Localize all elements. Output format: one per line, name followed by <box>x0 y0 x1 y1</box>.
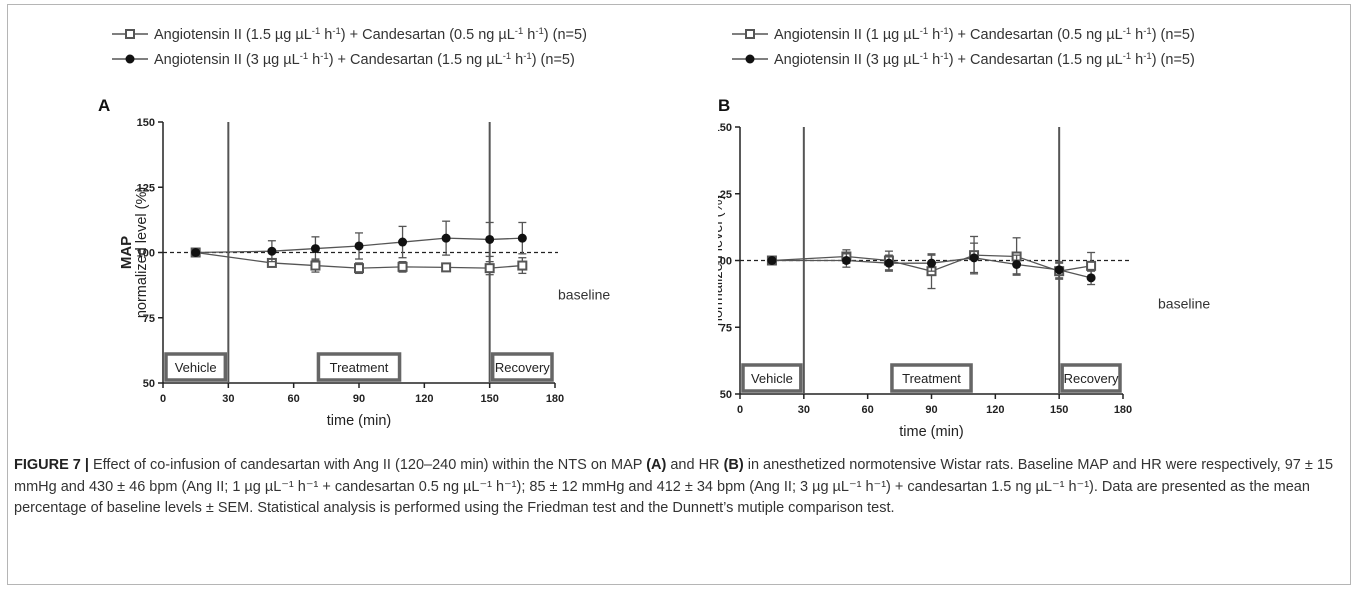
y-tick-label: 100 <box>137 248 155 260</box>
data-point-circle <box>841 256 851 265</box>
x-tick-label: 180 <box>546 393 564 405</box>
data-point-circle <box>1012 260 1022 270</box>
phase-box-recovery <box>1060 363 1122 393</box>
data-point-square <box>484 263 495 274</box>
data-point-circle <box>884 258 894 268</box>
data-point-circle <box>310 244 320 254</box>
phase-label-treatment: Treatment <box>330 360 389 375</box>
phase-box-vehicle <box>164 352 228 382</box>
caption-text-1: Effect of co-infusion of candesartan wit… <box>88 457 647 473</box>
figure-frame <box>7 4 1351 585</box>
caption-text-3: in anesthetized normotensive Wistar rats… <box>14 457 1334 516</box>
y-tick-label: 75 <box>720 322 732 334</box>
chart-b: Angiotensin II (1 µg µL-1 h-1) + Candesa… <box>693 26 1210 441</box>
data-point-circle <box>485 234 495 244</box>
legend-marker-square <box>125 29 135 39</box>
y-tick-label: 100 <box>718 256 732 268</box>
series-line-1 <box>195 251 523 269</box>
data-point-circle <box>267 246 277 256</box>
x-tick-label: 150 <box>480 393 498 405</box>
x-tick-label: 30 <box>222 393 234 405</box>
x-tick-label: 90 <box>925 404 937 416</box>
figure-caption: FIGURE 7 | Effect of co-infusion of cand… <box>14 455 1339 520</box>
x-tick-label: 150 <box>1050 404 1068 416</box>
legend-label-1: Angiotensin II (1 µg µL-1 h-1) + Candesa… <box>774 26 1195 44</box>
phase-box-treatment <box>890 363 973 393</box>
caption-title: FIGURE 7 | <box>14 457 89 473</box>
legend-marker-circle <box>125 54 135 64</box>
legend-marker-circle <box>745 54 755 64</box>
y-tick-label: 125 <box>137 182 155 194</box>
x-tick-label: 120 <box>986 404 1004 416</box>
x-axis-title: time (min) <box>327 413 391 429</box>
y-tick-label: 150 <box>137 117 155 129</box>
x-tick-label: 30 <box>798 404 810 416</box>
phase-label-recovery: Recovery <box>1064 371 1119 386</box>
x-tick-label: 0 <box>160 393 166 405</box>
y-tick-label: 125 <box>718 189 732 201</box>
panel-a: Angiotensin II (1.5 µg µL-1 h-1) + Cande… <box>98 14 718 444</box>
x-tick-label: 90 <box>353 393 365 405</box>
panel-letter: B <box>718 96 730 115</box>
x-tick-label: 120 <box>415 393 433 405</box>
data-point-square <box>1086 260 1097 271</box>
baseline-label: baseline <box>1158 296 1210 312</box>
x-tick-label: 180 <box>1114 404 1132 416</box>
x-tick-label: 60 <box>862 404 874 416</box>
phase-label-vehicle: Vehicle <box>751 371 793 386</box>
y-tick-label: 75 <box>143 313 155 325</box>
x-tick-label: 0 <box>737 404 743 416</box>
data-point-square <box>310 260 321 271</box>
data-point-square <box>441 262 452 273</box>
phase-box-recovery <box>490 352 554 382</box>
data-point-circle <box>767 256 777 265</box>
series-line-2 <box>771 257 1092 279</box>
data-point-circle <box>969 253 979 263</box>
phase-box-treatment <box>316 352 402 382</box>
data-point-square <box>517 260 528 271</box>
data-point-circle <box>1054 265 1064 275</box>
data-point-circle <box>927 258 936 268</box>
y-tick-label: 150 <box>718 122 732 134</box>
x-axis-title: time (min) <box>899 424 963 440</box>
phase-box-vehicle <box>741 363 803 393</box>
y-axis-title: normalized level (%) <box>718 195 726 326</box>
y-tick-label: 50 <box>720 389 732 401</box>
legend-label-1: Angiotensin II (1.5 µg µL-1 h-1) + Cande… <box>154 26 587 44</box>
panel-letter: A <box>98 96 110 115</box>
phase-label-vehicle: Vehicle <box>175 360 217 375</box>
caption-text-2: and HR <box>666 457 724 473</box>
x-tick-label: 60 <box>288 393 300 405</box>
legend-label-2: Angiotensin II (3 µg µL-1 h-1) + Candesa… <box>154 51 575 69</box>
series-line-2 <box>195 237 523 254</box>
panel-b: Angiotensin II (1 µg µL-1 h-1) + Candesa… <box>693 14 1338 444</box>
data-point-circle <box>398 237 408 247</box>
y-axis-title: normalized level (%) <box>134 187 150 318</box>
data-point-circle <box>441 233 451 243</box>
chart-a: Angiotensin II (1.5 µg µL-1 h-1) + Cande… <box>98 26 610 430</box>
y-tick-label: 50 <box>143 378 155 390</box>
caption-panel-a: (A) <box>646 457 667 473</box>
data-point-circle <box>354 241 364 251</box>
data-point-square <box>354 263 364 274</box>
phase-label-treatment: Treatment <box>902 371 961 386</box>
data-point-square <box>397 261 408 272</box>
data-point-circle <box>517 233 527 243</box>
legend-label-2: Angiotensin II (3 µg µL-1 h-1) + Candesa… <box>774 51 1195 69</box>
legend-marker-square <box>745 29 755 39</box>
data-point-circle <box>1086 273 1096 283</box>
phase-label-recovery: Recovery <box>495 360 550 375</box>
caption-panel-b: (B) <box>723 457 744 473</box>
baseline-label: baseline <box>558 287 610 303</box>
y-axis-main-title: MAP <box>118 236 135 269</box>
data-point-circle <box>191 248 201 257</box>
